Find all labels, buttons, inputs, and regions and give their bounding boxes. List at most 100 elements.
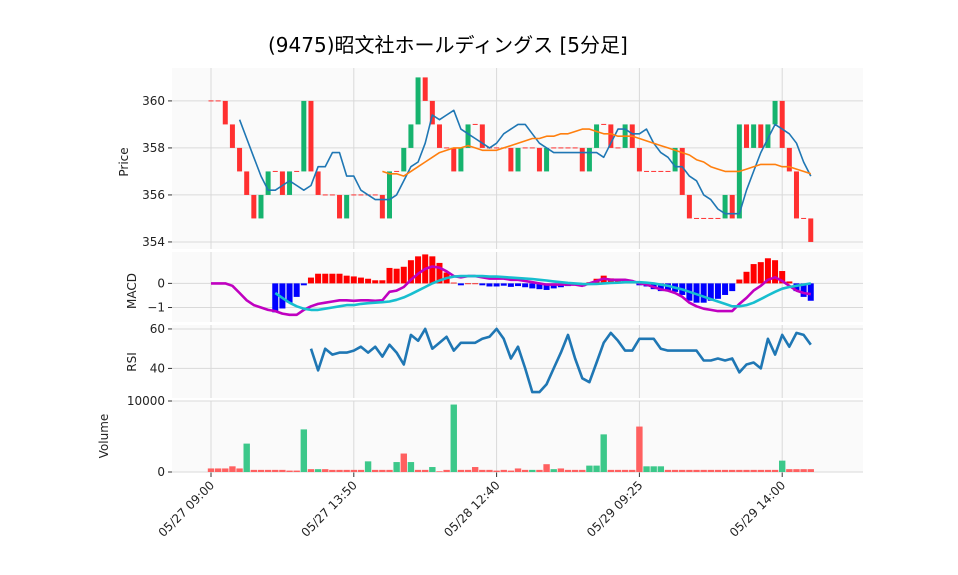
macd-histogram-bar [536,283,543,290]
candle [672,147,678,172]
macd-histogram-bar [322,273,329,284]
volume-bar [693,469,700,472]
volume-y-tick-label: 0 [157,465,165,479]
macd-histogram-bar [707,283,714,301]
signal-line [274,274,812,312]
macd-histogram-bar [350,276,357,284]
candle [458,147,464,172]
macd-histogram-bar [307,277,314,284]
candle [265,171,271,195]
macd-histogram-bar [779,271,786,284]
candle [579,147,585,172]
volume-bar [514,468,522,472]
macd-histogram-bar [807,283,814,301]
volume-bar [657,466,665,472]
candle [337,194,343,219]
volume-bar [357,469,365,472]
macd-histogram-bar [315,273,322,284]
macd-histogram-bar [664,283,671,292]
volume-bar [593,465,600,472]
volume-bar [743,469,750,472]
macd-histogram-bar [457,283,464,286]
volume-bar [521,469,529,472]
candle [586,147,592,172]
macd-histogram-bar [465,283,472,285]
moving-average-long-line [382,128,812,177]
volume-bar [443,469,450,472]
candle [379,194,385,219]
volume-bar [293,470,300,472]
volume-bar [714,469,722,472]
price-y-tick-label: 360 [142,94,165,108]
volume-bar [507,470,515,472]
volume-bar [707,469,714,472]
candle [779,100,785,148]
macd-histogram-bar [293,283,300,297]
macd-histogram-bar [336,273,343,284]
volume-bar [264,469,272,472]
candle [793,171,799,219]
volume-bars [207,404,814,472]
candle [408,124,414,148]
macd-histogram-bar [379,280,386,284]
volume-bar [614,469,622,472]
macd-histogram-bar [714,283,721,299]
macd-histogram-bar [800,283,807,297]
volume-bar [214,468,222,472]
volume-bar [579,469,586,472]
macd-histogram-bar [743,271,750,284]
volume-bar [236,468,243,472]
volume-bar [436,471,443,472]
macd-histogram-bar [722,283,729,295]
macd-histogram-bar [357,277,364,284]
macd-y-tick-label: 0 [157,276,165,290]
volume-bar [414,469,422,472]
volume-bar [779,460,786,472]
candle [751,124,757,148]
volume-bar [229,466,236,472]
candle [401,147,407,172]
x-tick-label: 05/28 12:40 [441,478,503,540]
volume-bar [393,462,400,472]
volume-bar [257,469,265,472]
candle [279,171,285,195]
macd-histogram-bar [793,283,800,292]
volume-bar [471,467,479,472]
volume-bar [550,469,557,472]
volume-bar [764,469,772,472]
volume-bar [636,426,643,472]
volume-bar [800,469,807,472]
volume-bar [379,469,386,472]
volume-bar [500,469,507,472]
volume-bar [450,404,457,472]
volume-bar [329,469,336,472]
volume-bar [671,469,679,472]
volume-bar [314,469,322,472]
macd-histogram-bar [700,283,707,303]
volume-bar [386,469,393,472]
macd-histogram-bar [393,268,400,284]
macd-histogram-bar [415,256,422,284]
volume-bar [607,469,615,472]
macd-histogram-bar [529,283,536,289]
volume-y-tick-label: 10000 [127,394,165,408]
rsi-line [309,327,812,394]
candle [544,147,550,172]
candle [594,124,600,148]
volume-bar [679,469,686,472]
candle [415,77,421,125]
macd-histogram-bar [329,273,336,284]
volume-bar [350,469,357,472]
macd-histogram-bar [493,283,500,287]
candle [636,147,642,172]
grid-lines [168,68,863,477]
x-tick-label: 05/27 13:50 [298,478,360,540]
x-tick-label: 05/29 09:25 [584,478,646,540]
volume-bar [686,469,693,472]
price-y-tick-label: 358 [142,141,165,155]
candle [772,100,778,125]
candle [315,171,321,195]
macd-histogram-bar [372,280,379,284]
volume-bar [736,469,743,472]
